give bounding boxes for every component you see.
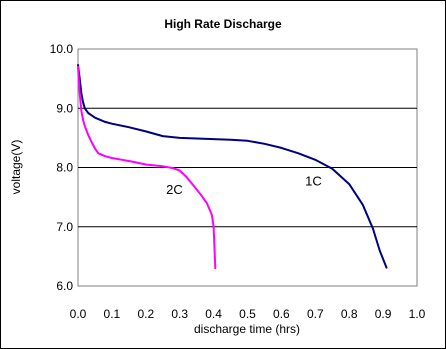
x-tick-label: 0.7 xyxy=(307,307,324,321)
x-tick-label: 0.2 xyxy=(137,307,154,321)
x-tick-label: 0.4 xyxy=(205,307,222,321)
x-tick-label: 0.9 xyxy=(375,307,392,321)
chart-title: High Rate Discharge xyxy=(164,17,282,31)
x-tick-label: 1.0 xyxy=(409,307,426,321)
x-tick-label: 0.3 xyxy=(171,307,188,321)
x-tick-label: 0.5 xyxy=(239,307,256,321)
y-tick-label: 6.0 xyxy=(56,279,73,293)
x-axis-title: discharge time (hrs) xyxy=(194,322,300,336)
y-tick-labels: 6.0 7.0 8.0 9.0 10.0 xyxy=(50,42,74,293)
x-tick-label: 0.8 xyxy=(341,307,358,321)
series-labels: 1C 2C xyxy=(166,173,322,197)
series-label-1c: 1C xyxy=(305,173,322,188)
y-tick-label: 8.0 xyxy=(56,161,73,175)
x-tick-labels: 0.0 0.1 0.2 0.3 0.4 0.5 0.6 0.7 0.8 0.9 1.0 xyxy=(70,307,426,321)
x-tick-label: 0.0 xyxy=(70,307,87,321)
x-tick-label: 0.1 xyxy=(104,307,121,321)
series-label-2c: 2C xyxy=(166,182,183,197)
y-tick-label: 7.0 xyxy=(56,220,73,234)
y-tick-label: 10.0 xyxy=(50,42,74,56)
grid-layer xyxy=(78,107,417,228)
y-axis-title: voltage(V) xyxy=(9,140,23,195)
series-line-1c xyxy=(77,64,388,269)
series-layer xyxy=(77,64,388,270)
x-tick-label: 0.6 xyxy=(273,307,290,321)
y-tick-label: 9.0 xyxy=(56,101,73,115)
series-line-2c xyxy=(77,65,217,270)
